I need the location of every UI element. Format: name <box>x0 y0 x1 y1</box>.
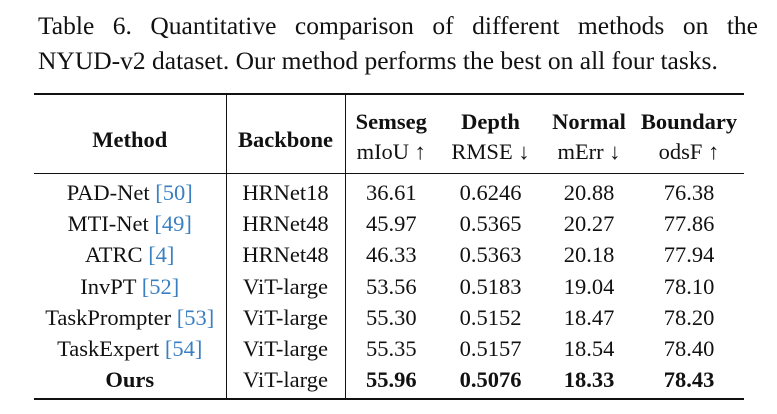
method-name: TaskPrompter <box>45 304 172 330</box>
caption-line-1: Table 6. Quantitative comparison of diff… <box>38 11 758 40</box>
cell-depth: 0.5152 <box>459 304 522 330</box>
cell-depth: 0.5183 <box>459 273 522 299</box>
cell-semseg: 55.30 <box>365 304 417 330</box>
citation-link[interactable]: [52] <box>141 273 180 299</box>
cell-backbone: HRNet18 <box>226 173 346 209</box>
header-normal-metric: mErr ↓ <box>544 137 634 174</box>
cell-boundary: 78.10 <box>663 273 715 299</box>
cell-backbone: ViT-large <box>226 364 346 401</box>
cell-backbone: ViT-large <box>226 270 346 303</box>
header-boundary: Boundary <box>634 93 744 137</box>
header-method: Method <box>34 93 227 174</box>
cell-semseg: 46.33 <box>365 242 417 268</box>
cell-method: ATRC [4] <box>34 239 227 271</box>
cell-normal: 18.33 <box>544 364 634 401</box>
method-name: PAD-Net <box>66 179 150 205</box>
cell-backbone: ViT-large <box>226 302 346 334</box>
header-semseg-metric: mIoU ↑ <box>345 137 437 174</box>
cell-semseg: 45.97 <box>365 210 417 236</box>
cell-semseg: 55.96 <box>345 364 437 401</box>
cell-boundary: 77.86 <box>663 210 715 236</box>
method-name: InvPT <box>80 273 137 299</box>
table-row: TaskExpert [54] ViT-large 55.35 0.5157 1… <box>34 333 744 365</box>
method-name: TaskExpert <box>57 336 160 362</box>
citation-link[interactable]: [54] <box>164 336 203 362</box>
cell-normal: 20.88 <box>563 179 615 205</box>
citation-link[interactable]: [53] <box>176 304 215 330</box>
citation-link[interactable]: [50] <box>155 179 193 205</box>
citation-link[interactable]: [4] <box>148 242 175 268</box>
header-normal: Normal <box>544 93 634 137</box>
cell-depth: 0.5363 <box>459 242 522 268</box>
citation-link[interactable]: [49] <box>154 210 192 236</box>
table-caption: Table 6. Quantitative comparison of diff… <box>38 8 758 78</box>
header-backbone: Backbone <box>226 93 346 174</box>
results-table: Method Backbone Semseg Depth Normal Boun… <box>34 93 744 401</box>
method-name: Ours <box>105 367 155 393</box>
cell-backbone: HRNet48 <box>226 208 346 240</box>
table-row: MTI-Net [49] HRNet48 45.97 0.5365 20.27 … <box>34 208 744 240</box>
cell-normal: 20.18 <box>563 242 615 268</box>
cell-semseg: 55.35 <box>365 336 417 362</box>
header-depth: Depth <box>437 93 544 137</box>
table-header: Method Backbone Semseg Depth Normal Boun… <box>34 93 744 174</box>
cell-semseg: 53.56 <box>365 273 417 299</box>
cell-boundary: 78.20 <box>663 304 715 330</box>
cell-method: Ours <box>34 364 227 401</box>
header-boundary-metric: odsF ↑ <box>634 137 744 174</box>
method-name: MTI-Net <box>67 210 149 236</box>
cell-method: MTI-Net [49] <box>34 208 227 240</box>
cell-method: PAD-Net [50] <box>34 173 227 209</box>
cell-backbone: ViT-large <box>226 333 346 365</box>
table-row: ATRC [4] HRNet48 46.33 0.5363 20.18 77.9… <box>34 239 744 271</box>
cell-normal: 18.54 <box>563 336 615 362</box>
header-depth-metric: RMSE ↓ <box>437 137 544 174</box>
results-table-wrapper: Method Backbone Semseg Depth Normal Boun… <box>34 93 744 401</box>
cell-depth: 0.5365 <box>459 210 522 236</box>
cell-normal: 18.47 <box>563 304 615 330</box>
caption-line-2: NYUD-v2 dataset. Our method performs the… <box>38 46 718 75</box>
cell-boundary: 76.38 <box>663 179 715 205</box>
cell-boundary: 78.40 <box>663 336 715 362</box>
cell-normal: 20.27 <box>563 210 615 236</box>
cell-depth: 0.6246 <box>459 179 522 205</box>
cell-method: TaskPrompter [53] <box>34 302 227 334</box>
method-name: ATRC <box>85 242 143 268</box>
table-row: PAD-Net [50] HRNet18 36.61 0.6246 20.88 … <box>34 173 744 209</box>
cell-boundary: 78.43 <box>634 364 744 401</box>
table-row: TaskPrompter [53] ViT-large 55.30 0.5152… <box>34 302 744 334</box>
table-row-ours: Ours ViT-large 55.96 0.5076 18.33 78.43 <box>34 364 744 401</box>
cell-depth: 0.5157 <box>459 336 522 362</box>
cell-method: InvPT [52] <box>34 270 227 303</box>
cell-semseg: 36.61 <box>365 179 417 205</box>
table-body: PAD-Net [50] HRNet18 36.61 0.6246 20.88 … <box>34 173 744 401</box>
cell-method: TaskExpert [54] <box>34 333 227 365</box>
cell-depth: 0.5076 <box>437 364 544 401</box>
cell-boundary: 77.94 <box>663 242 715 268</box>
cell-backbone: HRNet48 <box>226 239 346 271</box>
header-semseg: Semseg <box>345 93 437 137</box>
cell-normal: 19.04 <box>563 273 615 299</box>
table-row: InvPT [52] ViT-large 53.56 0.5183 19.04 … <box>34 270 744 303</box>
